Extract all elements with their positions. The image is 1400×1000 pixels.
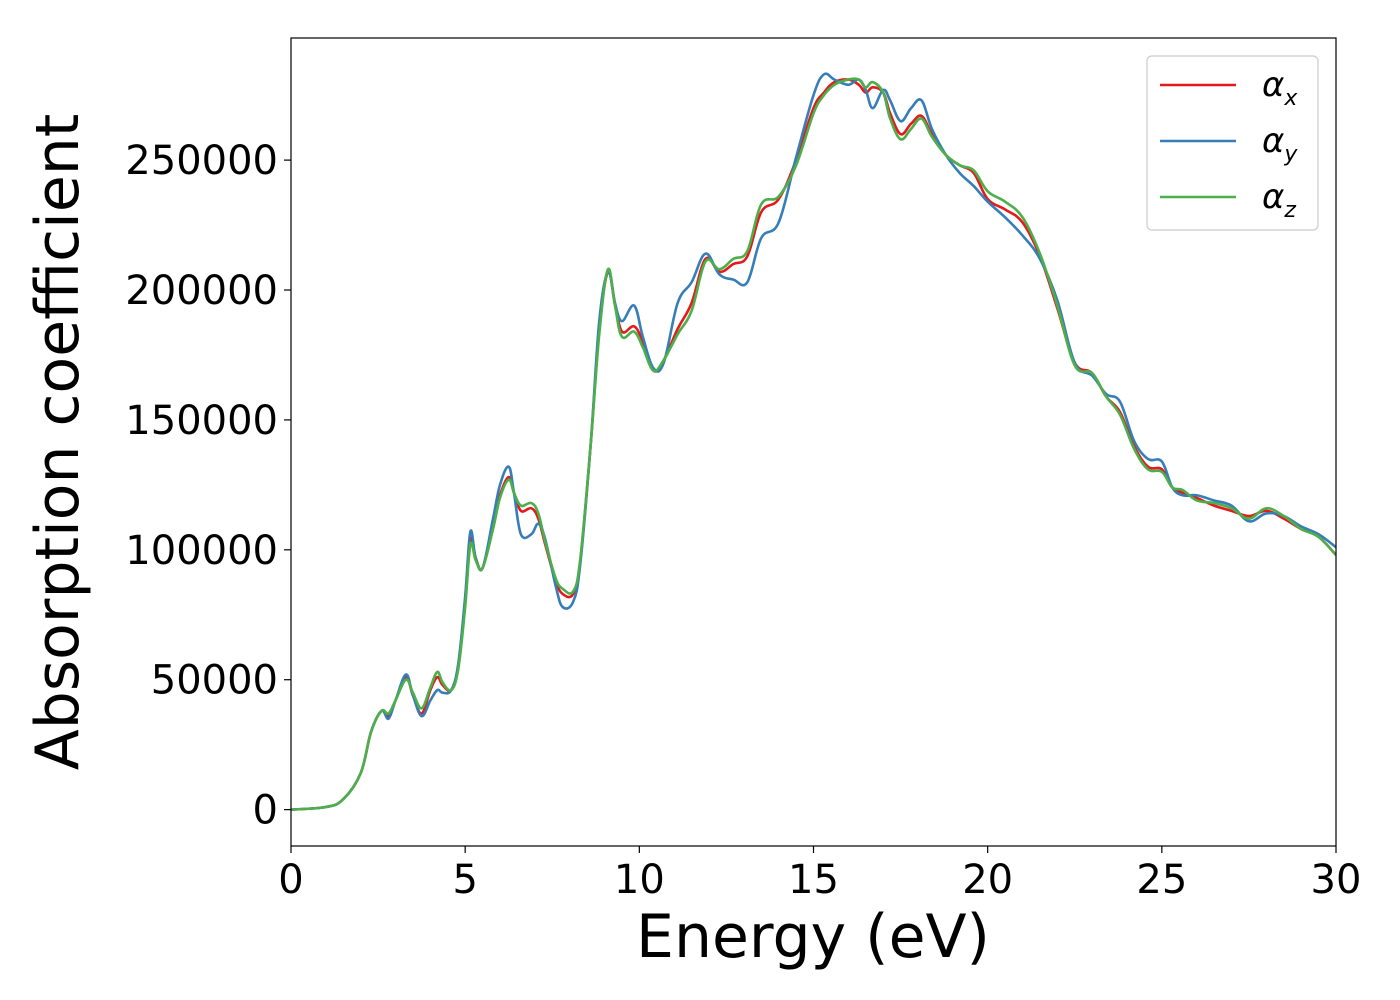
x-tick-label: 30: [1311, 857, 1362, 903]
legend-box: [1146, 55, 1319, 231]
x-tick-label: 25: [1136, 857, 1187, 903]
y-axis-ticks: 0 50000 100000 150000 200000 250000: [125, 138, 291, 834]
x-tick-label: 0: [278, 857, 303, 903]
series-line-alpha-z: [291, 77, 1336, 811]
series-layer: [291, 72, 1336, 811]
y-tick-label: 50000: [151, 658, 278, 704]
y-axis-title: Absorption coefficient: [23, 114, 93, 771]
x-axis-title: Energy (eV): [636, 902, 990, 972]
x-axis-ticks: 0 5 10 15 20 25 30: [278, 846, 1361, 903]
x-tick-label: 20: [962, 857, 1013, 903]
y-tick-label: 250000: [125, 138, 278, 184]
y-tick-label: 200000: [125, 268, 278, 314]
x-tick-label: 15: [788, 857, 839, 903]
x-tick-label: 5: [452, 857, 477, 903]
x-tick-label: 10: [614, 857, 665, 903]
y-tick-label: 150000: [125, 398, 278, 444]
y-tick-label: 100000: [125, 528, 278, 574]
y-tick-label: 0: [253, 788, 278, 834]
